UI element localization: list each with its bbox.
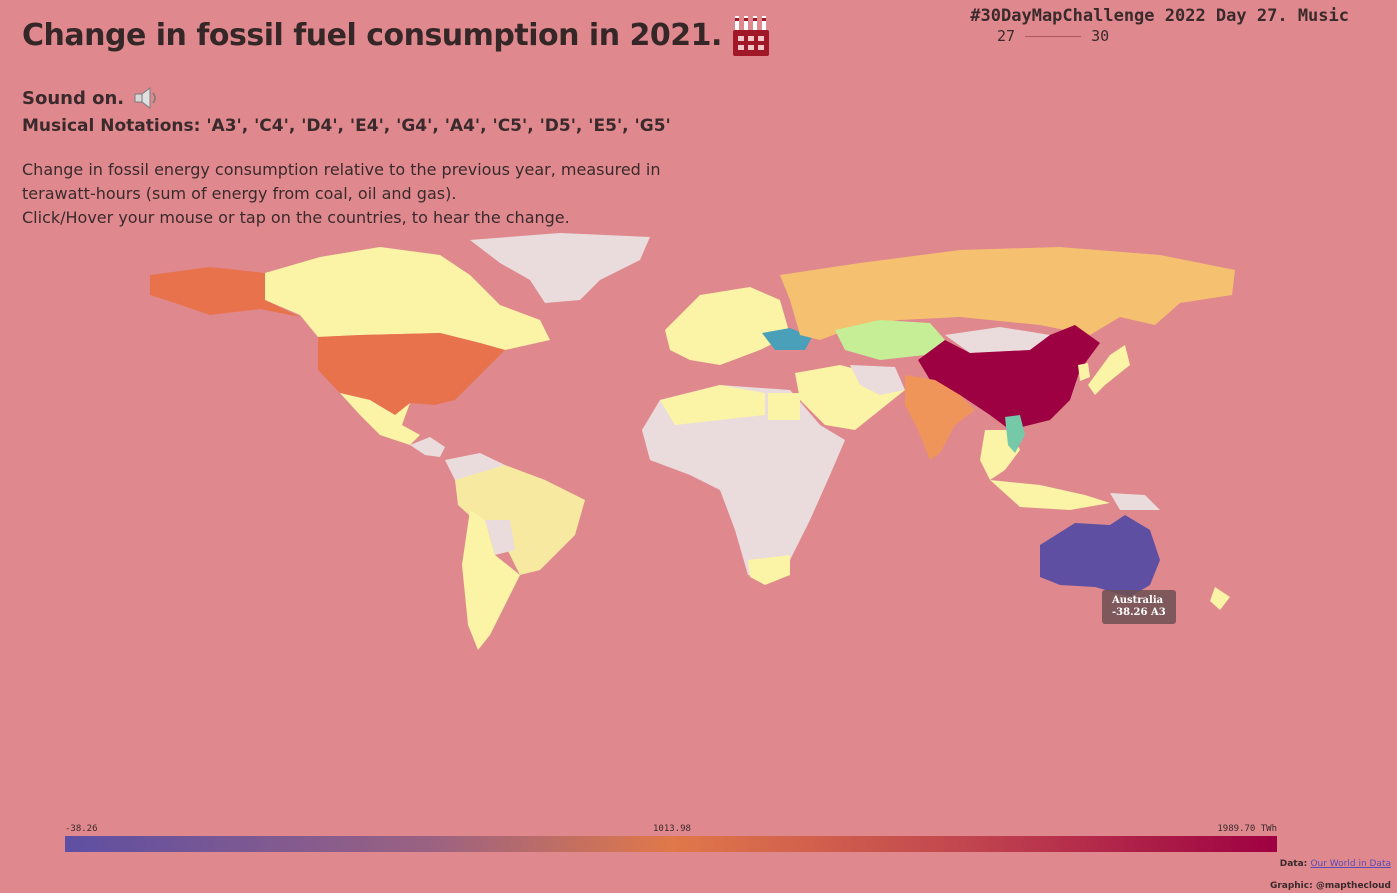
country-europe[interactable] [665,287,790,365]
tooltip-value: -38.26 A3 [1112,607,1166,618]
country-canada[interactable] [265,247,550,350]
country-argentina[interactable] [462,510,520,650]
musical-notations: Musical Notations: 'A3', 'C4', 'D4', 'E4… [22,116,671,136]
day-start: 27 [997,27,1016,45]
country-indonesia[interactable] [990,480,1110,510]
legend-gradient-bar [65,836,1277,852]
data-credit-label: Data: [1279,859,1308,869]
country-russia[interactable] [780,247,1235,340]
factory-icon [732,16,769,56]
description-line: Change in fossil energy consumption rela… [22,160,661,179]
legend-min: -38.26 [65,824,98,834]
day-range: 27 30 [997,27,1109,45]
country-north-africa[interactable] [660,385,765,425]
legend-max: 1989.70 TWh [1217,824,1277,834]
data-source-link[interactable]: Our World in Data [1310,859,1391,869]
country-brazil[interactable] [455,465,585,575]
legend-mid: 1013.98 [653,824,691,834]
country-greenland[interactable] [470,233,650,303]
sound-toggle[interactable]: Sound on. [22,86,160,110]
country-korea[interactable] [1078,363,1090,381]
country-iran[interactable] [850,365,905,395]
page-title: Change in fossil fuel consumption in 202… [22,17,722,53]
graphic-credit: Graphic: @mapthecloud [1269,881,1391,891]
country-mexico[interactable] [340,393,420,445]
country-tooltip: Australia -38.26 A3 [1102,590,1176,624]
description-line: Click/Hover your mouse or tap on the cou… [22,208,570,227]
color-legend: -38.26 1013.98 1989.70 TWh [65,824,1277,852]
tooltip-country: Australia [1112,595,1164,606]
title-block: Change in fossil fuel consumption in 202… [22,14,770,56]
description: Change in fossil energy consumption rela… [22,158,722,230]
challenge-title: #30DayMapChallenge 2022 Day 27. Music [970,6,1349,26]
country-south-africa[interactable] [748,555,790,585]
country-usa[interactable] [318,333,505,415]
country-ukraine[interactable] [762,328,812,350]
country-kazakhstan[interactable] [835,320,945,360]
country-india[interactable] [905,375,975,460]
speaker-icon[interactable] [132,86,160,110]
country-mongolia[interactable] [945,327,1050,353]
day-end: 30 [1091,27,1110,45]
country-central-america[interactable] [410,437,445,457]
country-africa[interactable] [642,385,845,580]
country-china[interactable] [918,325,1100,430]
country-vietnam[interactable] [1005,415,1025,453]
country-usa-alaska[interactable] [150,267,300,317]
country-egypt[interactable] [768,393,800,420]
world-map[interactable] [0,225,1397,665]
country-papua[interactable] [1110,493,1160,510]
description-line: terawatt-hours (sum of energy from coal,… [22,184,457,203]
sound-label: Sound on. [22,87,125,109]
country-new-zealand[interactable] [1210,587,1230,610]
data-credit: Data: Our World in Data [1280,859,1391,869]
day-slider[interactable] [1025,35,1082,37]
country-japan[interactable] [1088,345,1130,395]
country-australia[interactable] [1040,515,1160,597]
